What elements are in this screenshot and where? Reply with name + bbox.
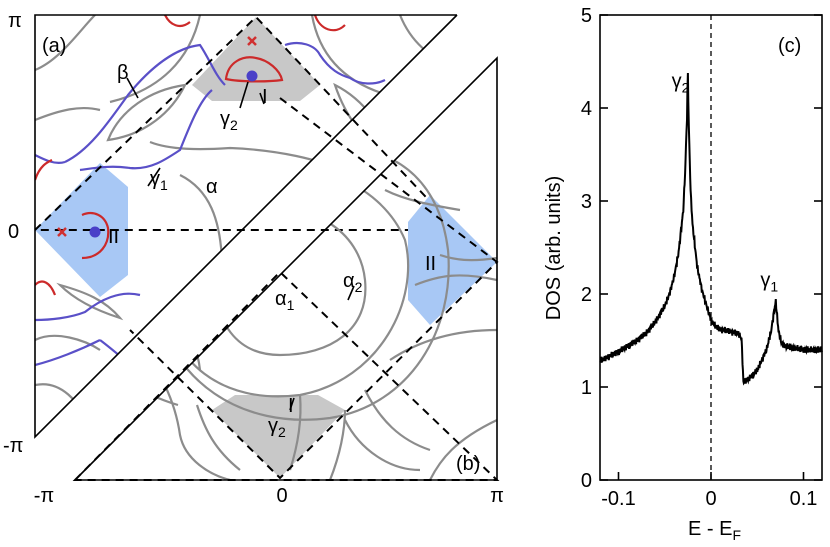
x-tick-0: 0 <box>276 485 287 507</box>
label-b: (b) <box>456 453 480 475</box>
label-region-II: II <box>108 226 119 248</box>
x-axis-label: E - EF <box>688 518 741 543</box>
label-beta: β <box>117 62 129 84</box>
label-region-II-b: II <box>425 253 436 275</box>
cross-marker <box>57 36 257 237</box>
panel-b: α1 α2 II γ2 I (b) -π 0 π <box>34 56 504 507</box>
y-tick-label: 5 <box>581 5 592 27</box>
x-tick-label: 0 <box>705 488 716 510</box>
x-tick-minus-pi: -π <box>34 485 54 507</box>
gamma2-point-marker-II <box>89 226 101 238</box>
panel-b-frame <box>74 56 498 481</box>
region-II-shading-b <box>408 195 497 325</box>
x-axis: -0.1 0 0.1 <box>601 472 817 510</box>
y-tick-label: 0 <box>581 470 592 492</box>
dos-chart: 0 1 2 3 4 5 -0.1 0 0.1 γ2 γ1 (c) E - EF DOS (arb… <box>543 5 823 543</box>
x-tick-label: 0.1 <box>790 488 818 510</box>
y-tick-label: 1 <box>581 377 592 399</box>
x-tick-label: -0.1 <box>601 488 635 510</box>
label-alpha1: α1 <box>275 288 295 313</box>
label-pointers <box>126 77 355 301</box>
y-axis: 0 1 2 3 4 5 <box>581 5 822 492</box>
y-tick-0: 0 <box>8 221 19 243</box>
plot-frame <box>599 14 823 481</box>
y-tick-label: 2 <box>581 284 592 306</box>
region-II-shading <box>35 163 128 297</box>
x-tick-pi: π <box>490 485 504 507</box>
label-gamma1: γ1 <box>150 168 168 193</box>
dos-series-line <box>599 72 823 386</box>
label-gamma2: γ2 <box>220 108 238 133</box>
red-contours <box>35 15 346 296</box>
label-alpha: α <box>206 176 218 198</box>
label-a: (a) <box>42 35 66 57</box>
y-axis-label: DOS (arb. units) <box>543 176 565 320</box>
label-pointers-b <box>289 397 295 411</box>
y-tick-pi: π <box>8 10 22 32</box>
y-tick-label: 3 <box>581 191 592 213</box>
y-tick-minus-pi: -π <box>3 435 23 457</box>
label-gamma2-b: γ2 <box>268 415 286 440</box>
panel-b-dashed <box>129 97 499 480</box>
label-alpha2: α2 <box>343 270 363 295</box>
y-tick-label: 4 <box>581 98 592 120</box>
panel-a: (a) β γ1 γ2 I II α π 0 -π <box>3 10 460 457</box>
gamma2-point-marker <box>246 70 258 82</box>
peak-annotations: γ2 γ1 <box>672 71 779 295</box>
panel-a-frame <box>34 14 458 439</box>
region-I-shading-b <box>212 395 345 478</box>
peak-label-1: γ1 <box>760 270 778 295</box>
label-region-I-b: I <box>288 395 294 417</box>
peak-label-0: γ2 <box>672 71 690 96</box>
label-region-I: I <box>262 86 268 108</box>
label-c: (c) <box>778 35 801 57</box>
brillouin-zone-a <box>32 15 460 231</box>
